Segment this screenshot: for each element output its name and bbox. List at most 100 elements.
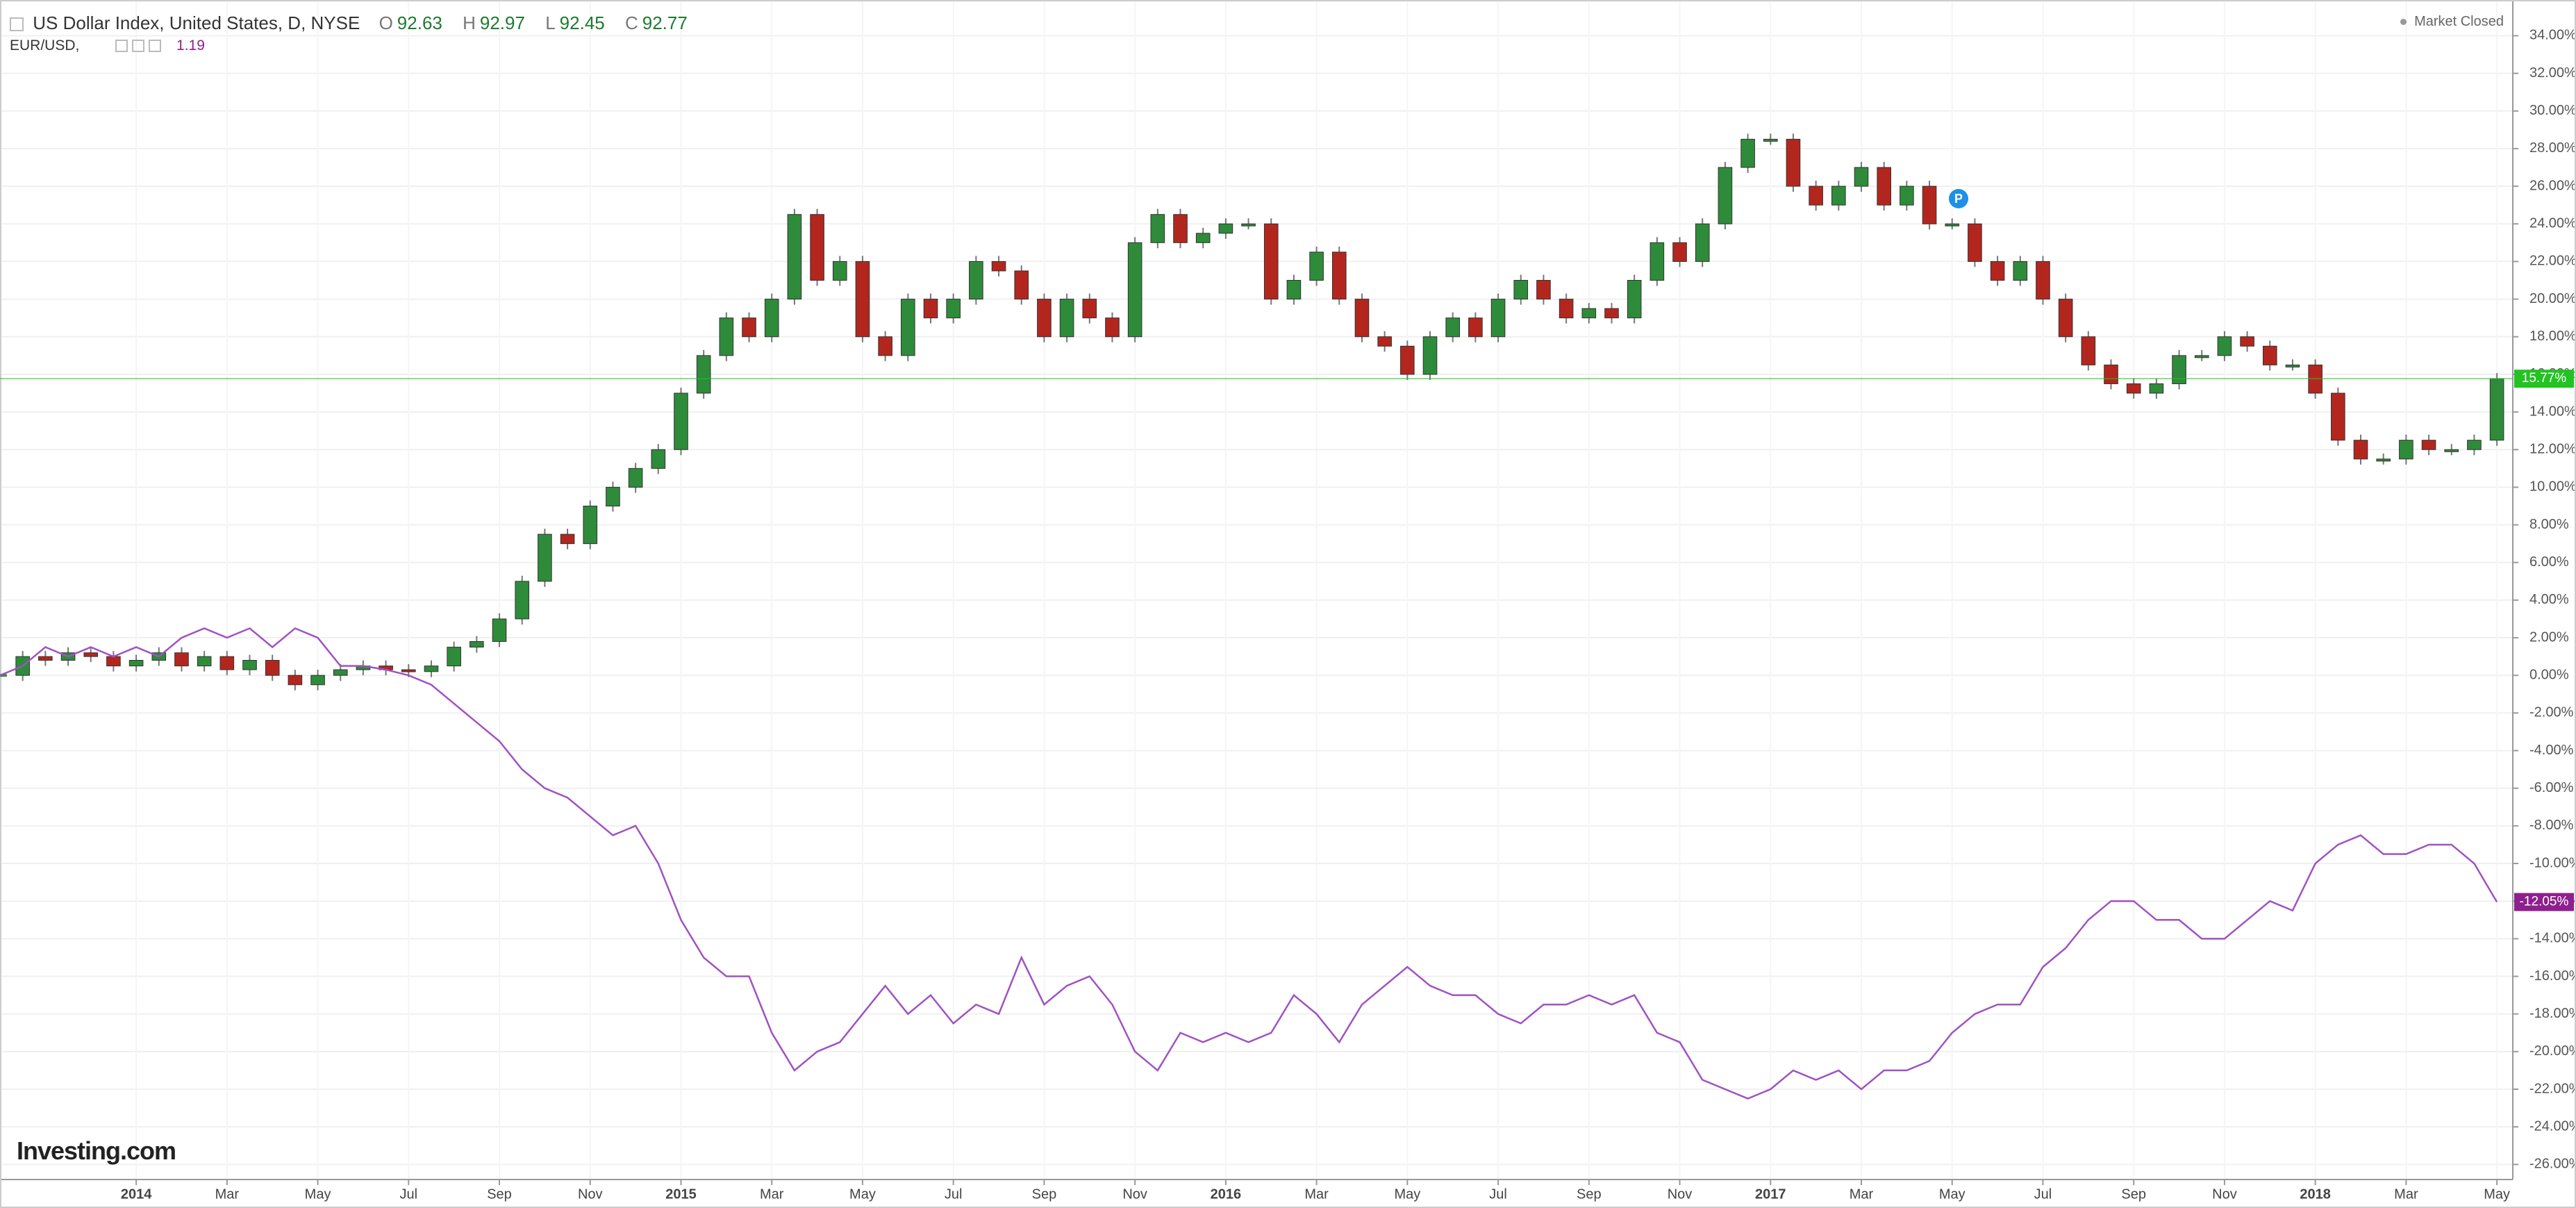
hide-icon[interactable] <box>132 40 145 53</box>
collapse-icon[interactable] <box>10 17 24 32</box>
candle <box>1490 299 1506 338</box>
candle <box>1809 185 1823 206</box>
y-tick-label: -16.00% <box>2529 968 2576 984</box>
candle <box>1990 260 2005 281</box>
x-tick-label: Nov <box>1122 1186 1147 1202</box>
y-tick-label: 12.00% <box>2529 442 2576 457</box>
market-status: Market Closed <box>2400 14 2509 30</box>
candle <box>83 652 99 657</box>
candle <box>2149 383 2164 394</box>
candle <box>1922 185 1937 224</box>
last-badge <box>2514 370 2574 388</box>
x-tick-label: Mar <box>2394 1186 2418 1202</box>
candle <box>1627 280 1642 319</box>
candle <box>674 392 688 450</box>
y-tick-label: -2.00% <box>2529 705 2574 720</box>
candle <box>2489 378 2504 441</box>
candle <box>2217 336 2232 356</box>
status-text: Market Closed <box>2414 14 2504 29</box>
y-tick-label: 30.00% <box>2529 103 2576 118</box>
candle <box>1150 214 1165 243</box>
ohlc-h-label: H <box>463 13 476 33</box>
y-tick-label: 24.00% <box>2529 216 2576 231</box>
x-tick-label: 2015 <box>665 1186 697 1202</box>
candle <box>1195 233 1211 243</box>
x-tick-label: Sep <box>2121 1186 2146 1202</box>
candle <box>1354 299 1370 338</box>
candle <box>1831 185 1846 206</box>
last-badge-label: 15.77% <box>2522 371 2567 386</box>
candle <box>174 652 189 667</box>
candle <box>832 260 847 281</box>
candle <box>2353 440 2368 460</box>
candle <box>1718 167 1733 224</box>
candle <box>764 299 779 338</box>
y-tick-label: 8.00% <box>2529 517 2569 532</box>
candle <box>1604 308 1619 319</box>
candle <box>2240 336 2254 347</box>
candles <box>0 133 2504 690</box>
candle <box>1786 138 1801 187</box>
candle <box>424 665 439 672</box>
y-tick-label: 28.00% <box>2529 140 2576 156</box>
candle <box>1218 223 1233 234</box>
candle <box>128 660 144 667</box>
x-tick-label: Sep <box>1032 1186 1057 1202</box>
candle <box>1536 280 1551 300</box>
candle <box>1014 270 1029 300</box>
candle <box>310 675 325 686</box>
x-tick-label: May <box>1939 1186 1966 1202</box>
candle <box>515 581 530 620</box>
candle <box>628 468 643 488</box>
y-tick-label: 26.00% <box>2529 178 2576 193</box>
candle <box>1763 138 1778 142</box>
candle <box>2444 449 2459 452</box>
ohlc-h: 92.97 <box>479 13 525 33</box>
ohlc-c: 92.77 <box>642 13 688 33</box>
y-tick-label: -8.00% <box>2529 818 2574 833</box>
event-marker[interactable]: P <box>1949 189 1968 208</box>
candle <box>1968 223 1982 262</box>
candle <box>288 675 303 686</box>
candle <box>560 533 575 545</box>
x-tick-label: May <box>849 1186 876 1202</box>
candle <box>1241 223 1256 226</box>
y-tick-label: 18.00% <box>2529 329 2576 344</box>
x-tick-label: Nov <box>1668 1186 1693 1202</box>
x-tick-label: Nov <box>578 1186 603 1202</box>
remove-icon[interactable] <box>149 40 162 53</box>
candle <box>969 260 983 300</box>
ohlc-o-label: O <box>379 13 393 33</box>
candle <box>2421 440 2436 450</box>
x-tick-label: Jul <box>1489 1186 1507 1202</box>
candle <box>242 660 257 670</box>
y-tick-label: 34.00% <box>2529 28 2576 43</box>
candle <box>1672 242 1687 262</box>
candle <box>2331 392 2345 441</box>
x-tick-label: Mar <box>1850 1186 1874 1202</box>
ohlc-l: 92.45 <box>559 13 605 33</box>
candle <box>401 669 416 672</box>
candle <box>470 640 484 648</box>
candle <box>583 505 598 545</box>
line <box>0 627 2498 1100</box>
candle <box>2262 345 2277 365</box>
y-tick-label: 0.00% <box>2529 668 2569 683</box>
candle <box>2285 364 2300 367</box>
y-tick-label: -14.00% <box>2529 931 2576 946</box>
y-tick-label: -26.00% <box>2529 1157 2576 1172</box>
last-badge-label: -12.05% <box>2520 895 2569 909</box>
candle <box>1400 345 1415 375</box>
candle <box>2194 355 2209 358</box>
ohlc-c-label: C <box>624 13 638 33</box>
settings-icon[interactable] <box>115 40 128 53</box>
candle <box>1173 214 1188 243</box>
y-tick-label: 32.00% <box>2529 65 2576 81</box>
x-tick-label: Mar <box>760 1186 784 1202</box>
candle <box>2399 440 2413 460</box>
x-tick-label: 2016 <box>1211 1186 1242 1202</box>
candle <box>651 449 666 469</box>
